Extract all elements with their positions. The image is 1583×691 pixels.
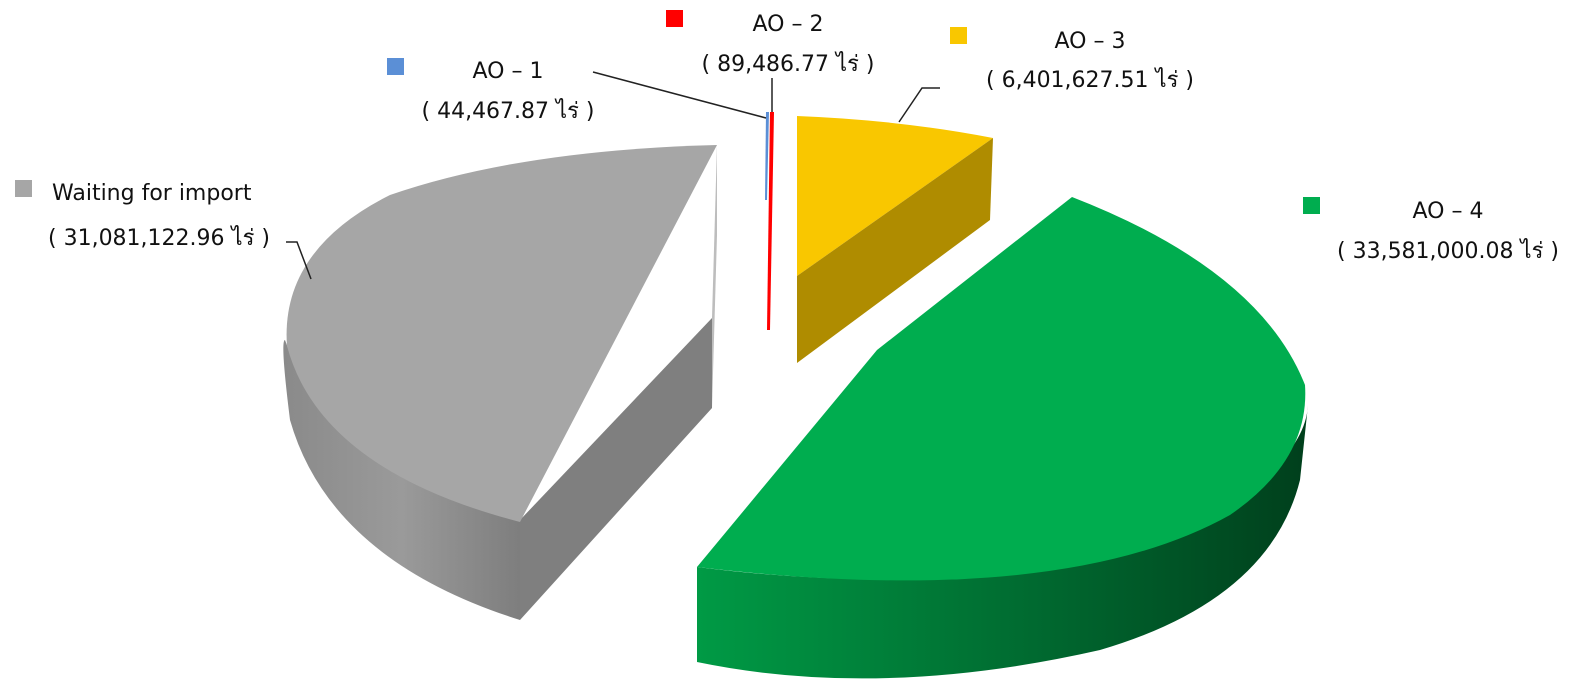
pie-slice-ao3 bbox=[797, 116, 993, 363]
label-ao4-value: ( 33,581,000.08 ไร่ ) bbox=[1337, 238, 1559, 264]
pie-slice-waiting-top bbox=[286, 145, 717, 522]
pie-slice-ao2 bbox=[767, 112, 774, 330]
legend-marker-waiting bbox=[15, 180, 32, 197]
label-ao3-value: ( 6,401,627.51 ไร่ ) bbox=[986, 67, 1194, 93]
legend-marker-ao1 bbox=[387, 58, 404, 75]
pie-slice-waiting-inner-side bbox=[520, 318, 712, 620]
leader-line-ao1 bbox=[592, 71, 767, 119]
pie-slice-ao1 bbox=[765, 112, 769, 200]
pie-slice-waiting bbox=[283, 145, 717, 620]
label-ao2-value: ( 89,486.77 ไร่ ) bbox=[702, 51, 875, 77]
label-ao1-value: ( 44,467.87 ไร่ ) bbox=[422, 98, 595, 124]
leader-line-waiting bbox=[286, 241, 312, 280]
legend-marker-ao4 bbox=[1303, 197, 1320, 214]
pie-slice-ao3-top bbox=[797, 116, 993, 276]
pie-slice-ao3-side bbox=[797, 138, 993, 363]
pie-slice-waiting-side bbox=[283, 340, 520, 620]
label-waiting-value: ( 31,081,122.96 ไร่ ) bbox=[48, 225, 270, 251]
label-ao4-name: AO – 4 bbox=[1413, 199, 1484, 224]
label-ao2-name: AO – 2 bbox=[753, 12, 824, 37]
label-waiting-name: Waiting for import bbox=[52, 181, 252, 206]
pie-slice-waiting-radial-side bbox=[712, 145, 717, 408]
leader-line-ao3 bbox=[898, 87, 940, 123]
pie-slice-ao2-top bbox=[767, 112, 774, 330]
pie-slice-ao4-top bbox=[697, 197, 1306, 581]
pie-slice-ao1-top bbox=[765, 112, 769, 200]
label-ao3-name: AO – 3 bbox=[1055, 29, 1126, 54]
legend-marker-ao3 bbox=[950, 27, 967, 44]
label-ao1-name: AO – 1 bbox=[473, 59, 544, 84]
pie-slice-ao4 bbox=[697, 197, 1308, 679]
legend-marker-ao2 bbox=[666, 10, 683, 27]
pie-slice-ao4-side bbox=[697, 405, 1308, 679]
